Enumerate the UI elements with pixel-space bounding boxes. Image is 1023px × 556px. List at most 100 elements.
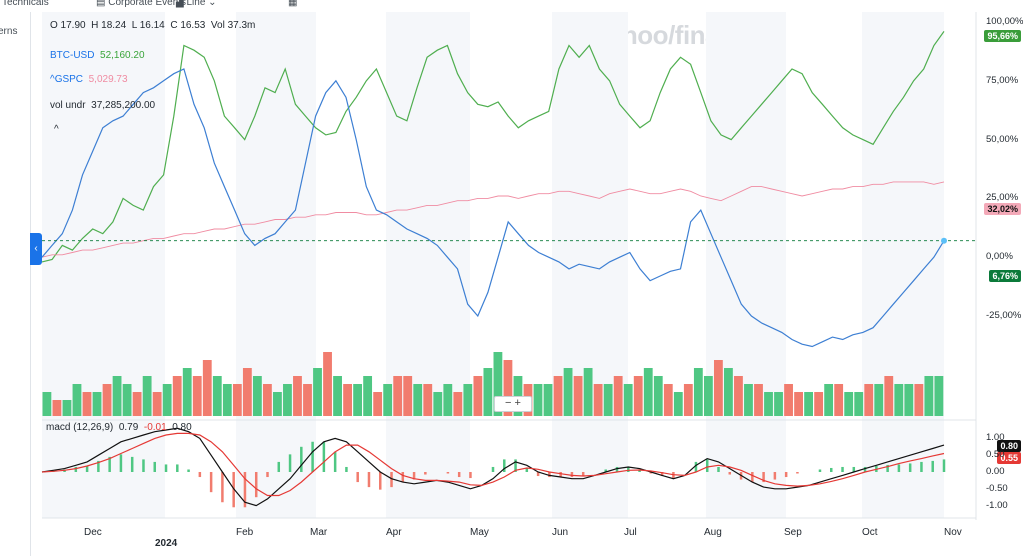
volume-bar bbox=[112, 376, 122, 416]
volume-bar bbox=[703, 376, 713, 416]
macd-legend: macd (12,26,9) 0.79 -0.01 0.80 bbox=[46, 422, 192, 433]
volume-bar bbox=[433, 392, 443, 416]
month-band-2 bbox=[386, 12, 470, 518]
volume-bar bbox=[693, 368, 703, 416]
volume-bar bbox=[242, 368, 252, 416]
volume-bar bbox=[894, 384, 904, 416]
volume-bar bbox=[834, 384, 844, 416]
volume-bar bbox=[212, 376, 222, 416]
volume-bar bbox=[443, 384, 453, 416]
volume-bar bbox=[343, 384, 352, 416]
volume-bar bbox=[864, 384, 874, 416]
volume-bar bbox=[393, 376, 403, 416]
volume-bar bbox=[804, 392, 814, 416]
x-tick-label: Jun bbox=[552, 527, 569, 538]
volume-bar bbox=[844, 392, 854, 416]
x-tick-label: May bbox=[470, 527, 489, 538]
x-tick-label: Oct bbox=[862, 527, 878, 538]
volume-bar bbox=[603, 384, 613, 416]
collapse-legend-icon[interactable]: ^ bbox=[54, 124, 59, 135]
macd-tick-label: -1.00 bbox=[986, 499, 1008, 511]
volume-bar bbox=[764, 392, 773, 416]
ohlc-volume: Vol 37.3m bbox=[210, 20, 256, 31]
volume-bar bbox=[774, 392, 783, 416]
x-tick-label: Nov bbox=[944, 527, 962, 538]
grid-icon[interactable]: ▦ bbox=[288, 0, 298, 8]
volume-bar bbox=[333, 376, 342, 416]
month-band-0 bbox=[42, 12, 165, 518]
volume-bar bbox=[673, 392, 683, 416]
volume-bar bbox=[884, 376, 894, 416]
volume-bar bbox=[533, 384, 543, 416]
series-line-1 bbox=[41, 181, 945, 258]
volume-bar bbox=[42, 392, 52, 416]
macd-tick-label: 1.00 bbox=[986, 432, 1005, 444]
volume-bar bbox=[643, 368, 653, 416]
x-tick-label: Mar bbox=[310, 527, 328, 538]
corporate-events-button[interactable]: ▤ Corporate Events bbox=[96, 0, 186, 8]
volume-bar bbox=[262, 384, 272, 416]
left-panel: erns bbox=[0, 12, 31, 556]
macd-last-tag: 0.80 bbox=[997, 440, 1021, 452]
volume-bar bbox=[152, 392, 162, 416]
volume-bar bbox=[874, 384, 884, 416]
x-tick-label: Aug bbox=[704, 527, 722, 538]
volume-bar bbox=[553, 376, 563, 416]
collapse-panel-button[interactable]: ‹ bbox=[30, 233, 42, 265]
volume-bar bbox=[713, 360, 723, 416]
volume-bar bbox=[683, 384, 693, 416]
volume-bar bbox=[252, 376, 262, 416]
volume-bar bbox=[182, 368, 192, 416]
zoom-in-icon[interactable]: + bbox=[514, 397, 521, 409]
y-tick-label: 75,00% bbox=[986, 74, 1019, 86]
ohlc-high: H 18.24 bbox=[91, 20, 127, 31]
volume-bar bbox=[453, 392, 463, 416]
x-tick-label: Apr bbox=[386, 527, 402, 538]
volume-bar bbox=[283, 384, 292, 416]
volume-bar bbox=[423, 384, 433, 416]
volume-bar bbox=[122, 384, 132, 416]
legend-vol[interactable]: vol undr 37,285,200.00 bbox=[50, 100, 156, 111]
zoom-out-icon[interactable]: − bbox=[505, 397, 512, 409]
volume-bar bbox=[854, 392, 864, 416]
series-line-0 bbox=[41, 31, 945, 263]
volume-bar bbox=[222, 384, 232, 416]
volume-bar bbox=[794, 392, 803, 416]
legend-gspc[interactable]: ^GSPC 5,029.73 bbox=[50, 74, 128, 85]
technicals-button[interactable]: Technicals bbox=[2, 0, 49, 8]
volume-bar bbox=[924, 376, 934, 416]
x-tick-label: Dec bbox=[84, 527, 102, 538]
ohlc-open: O 17.90 bbox=[50, 20, 86, 31]
volume-bar bbox=[914, 384, 924, 416]
volume-bar bbox=[353, 384, 363, 416]
volume-bar bbox=[543, 384, 553, 416]
volume-bar bbox=[313, 368, 322, 416]
volume-bar bbox=[573, 376, 583, 416]
volume-bar bbox=[363, 376, 373, 416]
month-band-1 bbox=[236, 12, 316, 518]
volume-bar bbox=[92, 392, 102, 416]
volume-bar bbox=[784, 384, 793, 416]
x-tick-label: Feb bbox=[236, 527, 254, 538]
volume-bar bbox=[72, 384, 82, 416]
volume-bar bbox=[583, 368, 593, 416]
volume-bar bbox=[754, 384, 763, 416]
line-chart-icon: ▟ bbox=[176, 0, 187, 8]
month-band-4 bbox=[706, 12, 786, 518]
volume-bar bbox=[613, 376, 623, 416]
zoom-controls[interactable]: − + bbox=[494, 396, 532, 412]
chart-type-button[interactable]: ▟ Line ⌄ bbox=[176, 0, 217, 8]
volume-bar bbox=[172, 376, 182, 416]
volume-bar bbox=[383, 384, 393, 416]
volume-bar bbox=[633, 376, 643, 416]
volume-bar bbox=[82, 392, 92, 416]
macd-tick-label: 0.00 bbox=[986, 466, 1005, 477]
volume-bar bbox=[192, 376, 202, 416]
volume-bar bbox=[132, 392, 142, 416]
volume-bar bbox=[734, 376, 743, 416]
vol-last-tag: 6,76% bbox=[989, 270, 1021, 282]
legend-btc[interactable]: BTC-USD 52,160.20 bbox=[50, 50, 145, 61]
gspc-last-tag: 32,02% bbox=[984, 203, 1021, 215]
macd-tick-label: 0.50 bbox=[986, 449, 1005, 461]
